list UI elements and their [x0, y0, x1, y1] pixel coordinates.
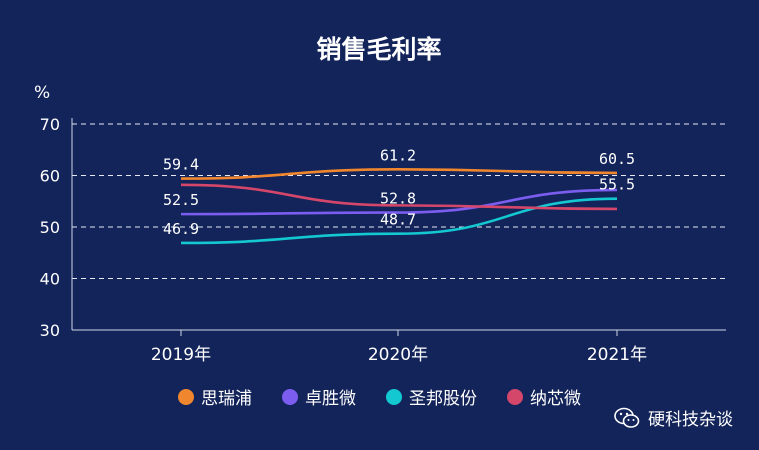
- data-label: 52.8: [380, 190, 416, 208]
- legend-item[interactable]: 卓胜微: [282, 384, 356, 409]
- y-tick-label: 40: [40, 270, 60, 289]
- legend-label: 圣邦股份: [409, 389, 477, 409]
- chart-legend: 思瑞浦 卓胜微 圣邦股份 纳芯微: [0, 384, 759, 409]
- watermark-text: 硬科技杂谈: [648, 410, 733, 430]
- y-tick-label: 30: [40, 321, 60, 340]
- legend-item[interactable]: 纳芯微: [507, 384, 581, 409]
- data-label: 59.4: [163, 156, 199, 174]
- y-tick-label: 60: [40, 167, 60, 186]
- wechat-icon: [614, 407, 640, 428]
- x-tick-label: 2021年: [587, 345, 647, 365]
- x-tick-label: 2020年: [368, 345, 428, 365]
- data-label: 48.7: [380, 211, 416, 229]
- x-tick-label: 2019年: [151, 345, 211, 365]
- y-tick-label: 70: [40, 115, 60, 134]
- data-label: 55.5: [599, 176, 635, 194]
- y-axis-unit-label: %: [34, 83, 50, 103]
- legend-item[interactable]: 圣邦股份: [386, 384, 477, 409]
- chart-title: 销售毛利率: [316, 35, 441, 64]
- series-line-3: [180, 183, 618, 211]
- legend-marker: [386, 388, 402, 405]
- data-label: 61.2: [380, 146, 416, 164]
- y-tick-label: 50: [40, 218, 60, 237]
- data-label: 46.9: [163, 220, 199, 238]
- watermark: 硬科技杂谈: [614, 405, 733, 430]
- series-line-0: [180, 168, 618, 180]
- legend-item[interactable]: 思瑞浦: [178, 384, 252, 409]
- legend-label: 卓胜微: [305, 389, 356, 409]
- legend-label: 纳芯微: [530, 389, 581, 409]
- data-label: 60.5: [599, 150, 635, 168]
- legend-marker: [507, 388, 523, 405]
- data-label: 52.5: [163, 191, 199, 209]
- legend-label: 思瑞浦: [201, 389, 252, 409]
- legend-marker: [282, 388, 298, 405]
- series-line-1: [180, 188, 618, 216]
- legend-marker: [178, 388, 194, 405]
